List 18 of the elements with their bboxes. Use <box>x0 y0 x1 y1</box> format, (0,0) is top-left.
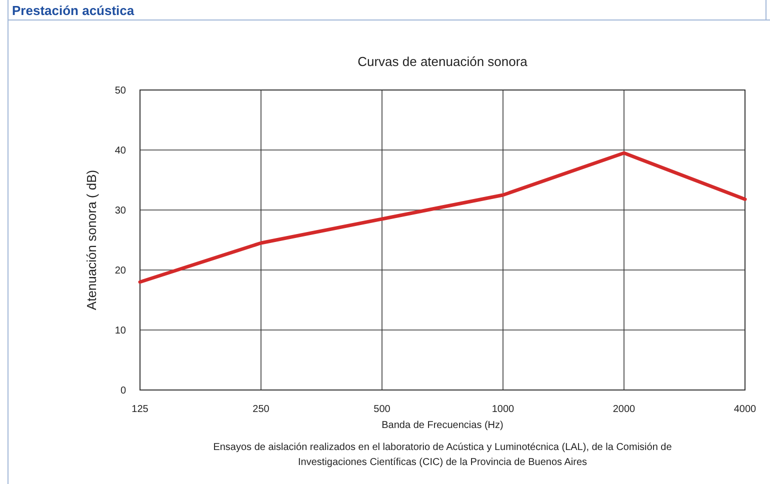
y-axis-title: Atenuación sonora ( dB) <box>84 170 99 310</box>
x-tick-label: 4000 <box>734 404 757 415</box>
chart-title: Prestación acústica <box>12 3 135 18</box>
x-tick-label: 125 <box>132 404 149 415</box>
x-tick-label: 500 <box>374 404 391 415</box>
text: Ensayos de aislación realizados en el laboratorio de Acústica y Luminotécnica (LAL), de la Comisión de Investigaciones Científicas (CIC) de la Provincia de Buenos Aires <box>213 442 672 468</box>
line-series <box>138 151 747 284</box>
y-tick-label: 20 <box>114 266 126 276</box>
x-tick-label: 2000 <box>612 404 636 415</box>
y-tick-label: 50 <box>114 86 126 96</box>
x-tick-label: 250 <box>252 404 270 415</box>
y-tick-label: 10 <box>114 326 126 336</box>
x-tick-label: 1000 <box>492 404 515 415</box>
y-tick-label: 30 <box>114 206 126 216</box>
chart-subtitle: Curvas de atenuación sonora <box>358 54 528 69</box>
y-tick-label: 0 <box>120 386 126 396</box>
x-axis-title: Banda de Frecuencias (Hz) <box>382 420 504 431</box>
y-tick-label: 40 <box>114 146 126 156</box>
